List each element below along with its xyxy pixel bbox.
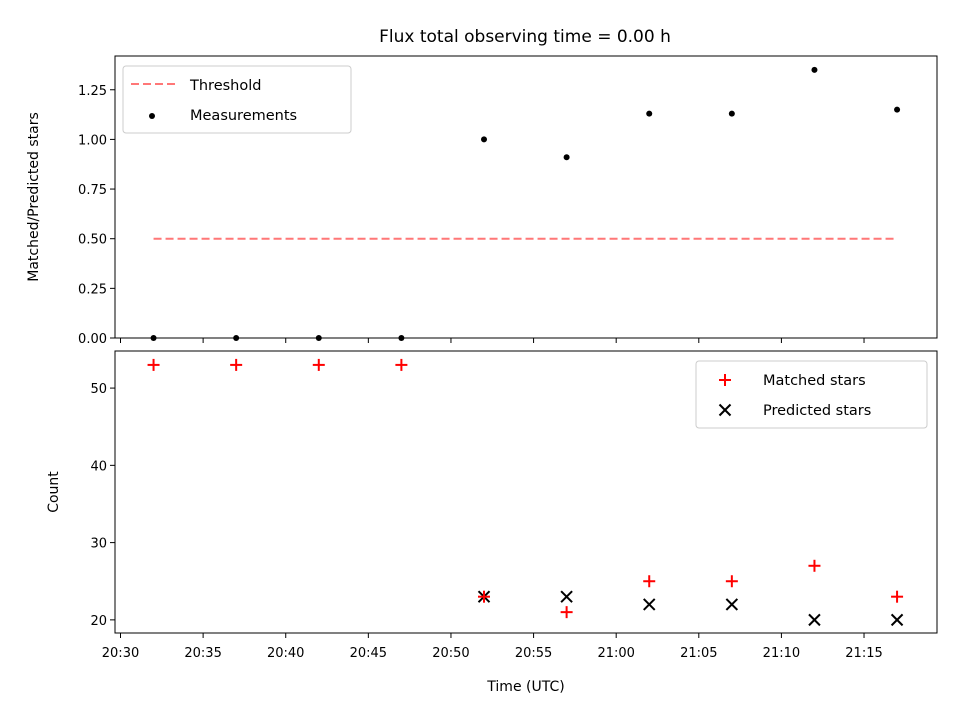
predicted-point-b (725, 598, 739, 611)
legend-measurement-swatch (149, 113, 155, 119)
matched-point (725, 575, 738, 588)
predicted-point-b (643, 598, 656, 611)
top-y-tick-label: 0.50 (78, 233, 107, 248)
top-legend: Threshold Measurements (122, 65, 352, 134)
bottom-x-tick-label: 21:10 (763, 646, 800, 661)
measurement-point (563, 154, 570, 161)
top-y-tick-label: 1.25 (78, 84, 107, 99)
predicted-point-b (890, 613, 904, 627)
bottom-x-tick-label: 20:35 (184, 646, 221, 661)
top-y-tick-label: 0.00 (78, 332, 107, 347)
legend-matched-label: Matched stars (763, 373, 866, 389)
predicted-point-b (808, 613, 821, 627)
bottom-x-tick-label: 20:30 (102, 646, 139, 661)
measurement-point (315, 335, 322, 341)
bottom-x-tick-label: 20:45 (350, 646, 387, 661)
top-y-axis-label: Matched/Predicted stars (26, 112, 42, 282)
measurement-point (811, 66, 818, 73)
legend-predicted-swatch (718, 403, 732, 417)
measurement-point (398, 335, 405, 341)
measurement-point (481, 136, 488, 143)
bottom-y-tick-label: 40 (90, 459, 107, 474)
chart-title: Flux total observing time = 0.00 h (379, 27, 671, 47)
predicted-point (560, 590, 573, 603)
legend-measurement-label: Measurements (190, 108, 297, 124)
bottom-x-tick-label: 20:55 (515, 646, 552, 661)
matched-point (478, 590, 491, 603)
top-panel: 0.00 0.25 0.50 0.75 1.00 1.25 Matched/Predicte… (26, 55, 938, 347)
measurement-point (150, 335, 157, 341)
top-axes-frame (114, 55, 938, 339)
matched-point (395, 358, 408, 371)
bottom-x-tick-label: 20:40 (267, 646, 304, 661)
measurement-point (233, 335, 240, 341)
bottom-y-axis-label: Count (46, 471, 62, 513)
matched-point (312, 358, 325, 371)
predicted-point-b (560, 590, 573, 603)
predicted-point (725, 598, 739, 611)
matched-point (891, 590, 904, 603)
bottom-y-tick-label: 30 (90, 537, 107, 552)
predicted-point (890, 613, 904, 627)
matched-point (560, 606, 573, 619)
matched-point (643, 575, 656, 588)
bottom-panel: 20 30 40 50 20:30 20:35 20:40 20:45 20:50 20:55 21… (46, 350, 938, 695)
matched-point (230, 358, 243, 371)
predicted-point (643, 598, 656, 611)
bottom-y-tick-label: 20 (90, 614, 107, 629)
legend-predicted-label: Predicted stars (763, 403, 871, 419)
matched-point (808, 559, 821, 572)
bottom-axes-frame (114, 350, 938, 634)
bottom-x-tick-label: 20:50 (432, 646, 469, 661)
matched-point (147, 358, 160, 371)
bottom-x-tick-label: 21:05 (680, 646, 717, 661)
legend-predicted-swatch-b (718, 403, 732, 417)
top-legend-frame (122, 65, 352, 134)
bottom-legend: Matched stars Predicted stars (695, 360, 928, 429)
top-y-tick-label: 0.75 (78, 183, 107, 198)
predicted-point (808, 613, 821, 627)
bottom-y-tick-label: 50 (90, 382, 107, 397)
measurement-point (728, 110, 735, 117)
legend-matched-swatch (719, 374, 731, 386)
legend-threshold-label: Threshold (189, 78, 261, 94)
top-y-tick-label: 1.00 (78, 133, 107, 148)
top-y-tick-label: 0.25 (78, 282, 107, 297)
bottom-x-tick-label: 21:00 (597, 646, 634, 661)
measurement-point (894, 106, 901, 113)
bottom-legend-frame (695, 360, 928, 429)
bottom-x-tick-label: 21:15 (845, 646, 882, 661)
measurement-point (646, 110, 653, 117)
x-axis-label: Time (UTC) (486, 679, 564, 695)
